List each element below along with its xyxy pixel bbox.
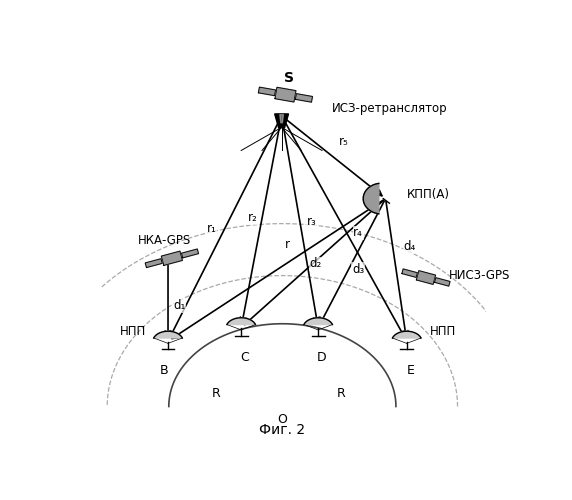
- Polygon shape: [392, 331, 421, 338]
- Polygon shape: [145, 258, 162, 268]
- Polygon shape: [154, 331, 182, 338]
- Polygon shape: [275, 114, 288, 128]
- Text: d₄: d₄: [404, 240, 416, 254]
- Polygon shape: [363, 184, 379, 214]
- Text: r: r: [284, 238, 289, 250]
- Polygon shape: [227, 318, 256, 324]
- Text: S: S: [284, 72, 295, 86]
- Text: C: C: [241, 350, 249, 364]
- Polygon shape: [259, 87, 276, 96]
- Text: Фиг. 2: Фиг. 2: [259, 422, 305, 436]
- Text: d₁: d₁: [173, 299, 186, 312]
- Text: r₂: r₂: [248, 211, 257, 224]
- Text: НПП: НПП: [120, 325, 146, 338]
- Text: d₂: d₂: [309, 258, 322, 270]
- Text: D: D: [317, 350, 327, 364]
- Text: R: R: [337, 386, 345, 400]
- Text: E: E: [407, 364, 415, 377]
- Text: r₃: r₃: [307, 215, 316, 228]
- Polygon shape: [304, 318, 332, 324]
- Text: ИСЗ-ретранслятор: ИСЗ-ретранслятор: [332, 102, 447, 114]
- Text: r₄: r₄: [353, 226, 363, 239]
- Polygon shape: [275, 88, 296, 102]
- Text: НИС3-GPS: НИС3-GPS: [449, 269, 510, 282]
- Polygon shape: [295, 94, 312, 102]
- Text: R: R: [212, 386, 221, 400]
- Polygon shape: [402, 269, 418, 278]
- Text: d₃: d₃: [352, 263, 364, 276]
- Polygon shape: [416, 270, 436, 284]
- Text: r₅: r₅: [339, 135, 349, 148]
- Text: B: B: [160, 364, 169, 377]
- Polygon shape: [435, 278, 450, 286]
- Text: КПП(А): КПП(А): [407, 188, 450, 201]
- Text: НПП: НПП: [430, 325, 456, 338]
- Text: O: O: [277, 414, 287, 426]
- Text: r₁: r₁: [206, 222, 216, 235]
- Polygon shape: [181, 249, 198, 258]
- Text: НКА-GPS: НКА-GPS: [137, 234, 191, 248]
- Polygon shape: [280, 114, 284, 123]
- Polygon shape: [161, 251, 182, 266]
